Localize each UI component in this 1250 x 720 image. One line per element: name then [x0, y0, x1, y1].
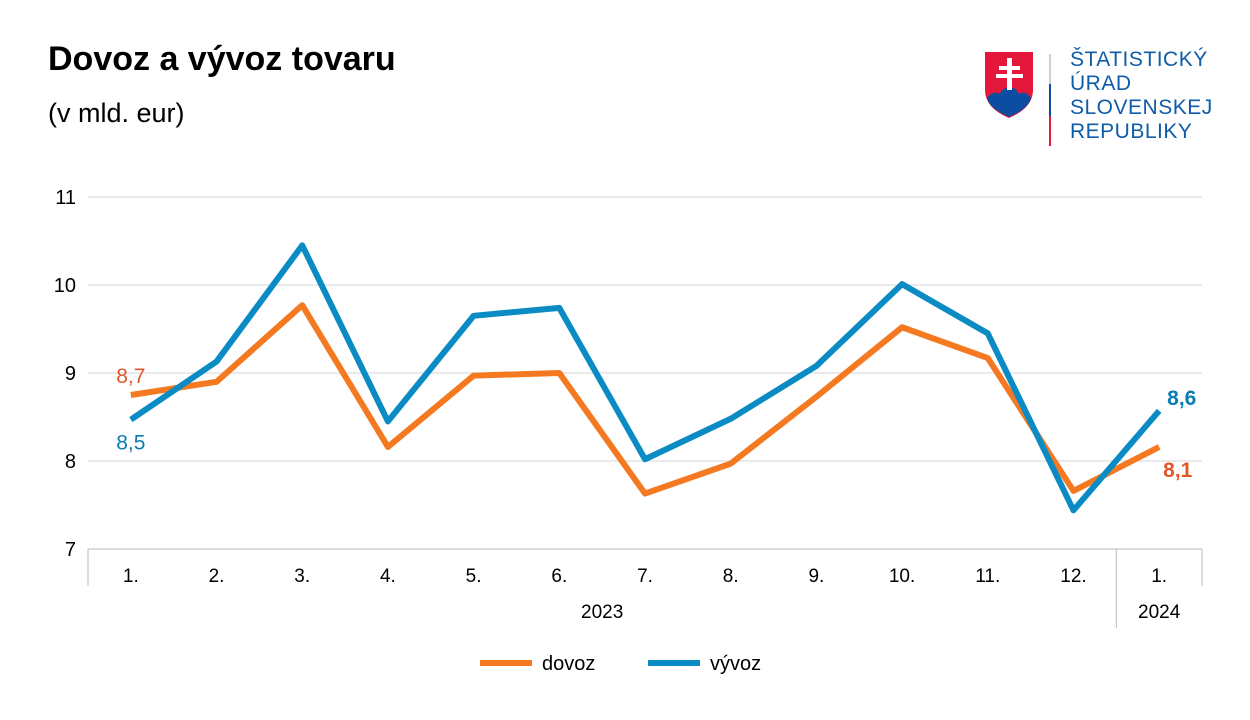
- x-tick-label: 10.: [889, 566, 915, 587]
- legend-label: dovoz: [542, 653, 595, 675]
- x-tick-label: 4.: [380, 566, 396, 587]
- legend-label: vývoz: [710, 653, 761, 675]
- x-tick-label: 2.: [209, 566, 225, 587]
- data-label: 8,6: [1167, 387, 1196, 410]
- x-group-label: 2024: [1138, 602, 1181, 623]
- x-tick-label: 3.: [294, 566, 310, 587]
- x-tick-label: 1.: [1151, 566, 1167, 587]
- x-tick-label: 9.: [808, 566, 824, 587]
- y-tick-label: 10: [54, 275, 76, 297]
- logo-text-line: ÚRAD: [1070, 72, 1132, 95]
- x-tick-label: 6.: [551, 566, 567, 587]
- y-tick-label: 11: [55, 187, 76, 209]
- logo-text-line: SLOVENSKEJ: [1070, 96, 1213, 119]
- x-tick-label: 7.: [637, 566, 653, 587]
- logo-text-line: REPUBLIKY: [1070, 120, 1193, 143]
- x-tick-label: 8.: [723, 566, 739, 587]
- chart-title: Dovoz a vývoz tovaru: [48, 40, 396, 78]
- series-line-dovoz: [130, 302, 1161, 497]
- chart-subtitle: (v mld. eur): [48, 98, 185, 128]
- coat-of-arms-icon: [985, 52, 1051, 146]
- x-tick-label: 11.: [975, 566, 1000, 587]
- logo-text-line: ŠTATISTICKÝ: [1070, 48, 1208, 71]
- x-tick-label: 5.: [466, 566, 482, 587]
- data-label: 8,7: [116, 365, 145, 388]
- x-group-label: 2023: [581, 602, 623, 623]
- y-tick-label: 7: [65, 539, 76, 561]
- data-label: 8,1: [1163, 459, 1193, 482]
- x-tick-label: 12.: [1060, 566, 1086, 587]
- y-tick-label: 9: [65, 363, 76, 385]
- x-tick-label: 1.: [123, 566, 139, 587]
- y-tick-label: 8: [65, 451, 76, 473]
- data-label: 8,5: [116, 432, 145, 455]
